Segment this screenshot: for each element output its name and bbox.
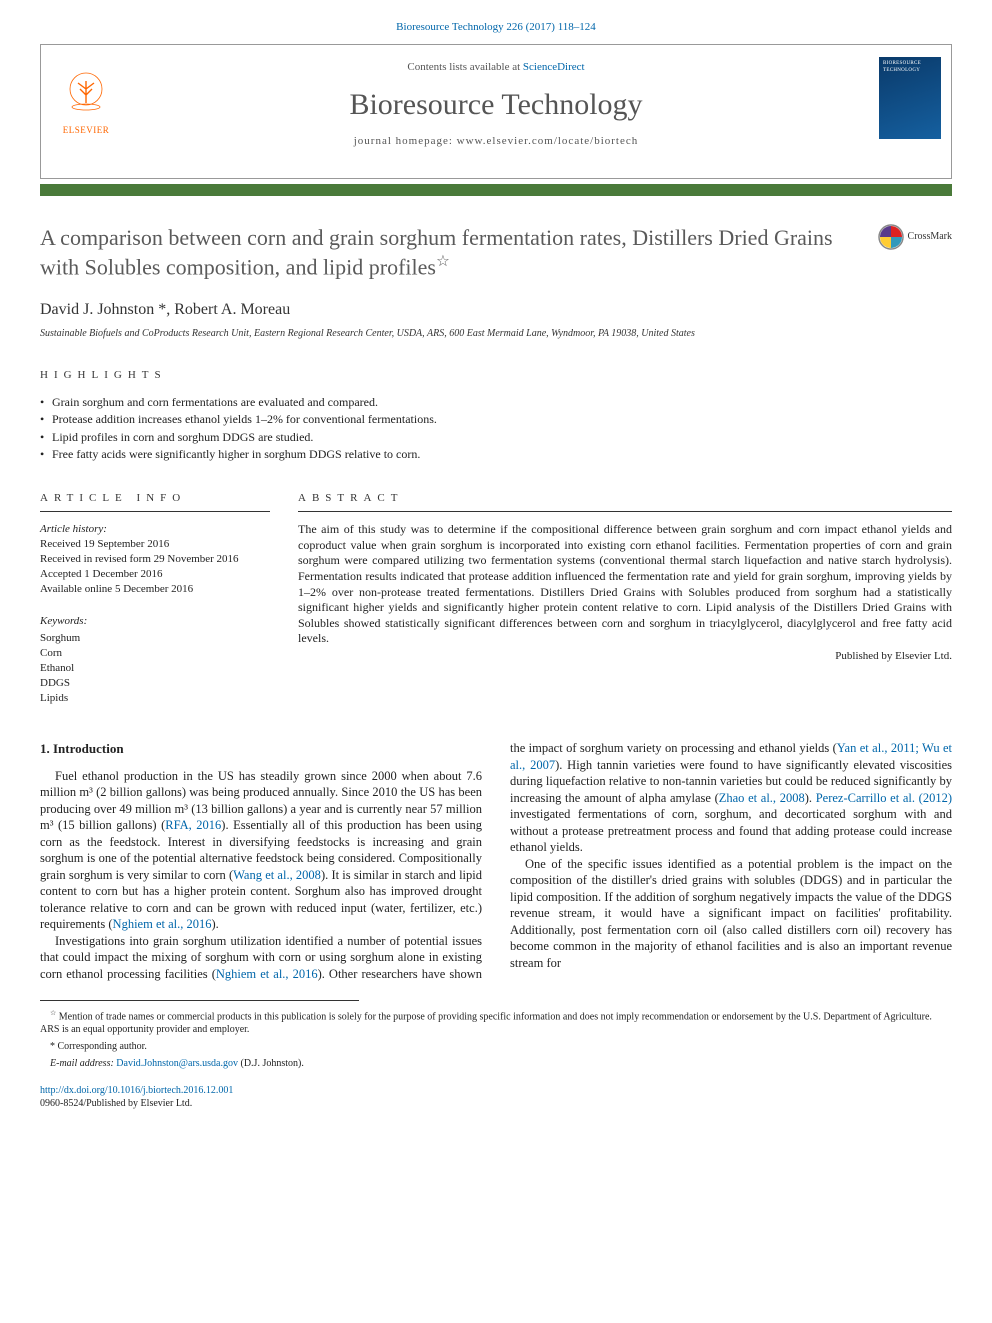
email-label: E-mail address: — [50, 1058, 116, 1069]
ref-link[interactable]: RFA, 2016 — [165, 818, 221, 832]
body-text: investigated fermentations of corn, sorg… — [510, 807, 952, 854]
article-info: ARTICLE INFO Article history: Received 1… — [40, 491, 270, 706]
article-history: Article history: Received 19 September 2… — [40, 522, 270, 596]
authors-line: David J. Johnston *, Robert A. Moreau — [40, 300, 952, 321]
body-text: ). — [805, 791, 816, 805]
footnote-text: Mention of trade names or commercial pro… — [40, 1011, 932, 1035]
history-label: Article history: — [40, 522, 270, 537]
affiliation-line: Sustainable Biofuels and CoProducts Rese… — [40, 327, 952, 340]
footnote-corresponding: * Corresponding author. — [40, 1040, 952, 1053]
contents-list-line: Contents lists available at ScienceDirec… — [131, 60, 861, 74]
body-two-column: 1. Introduction Fuel ethanol production … — [40, 740, 952, 982]
homepage-url[interactable]: www.elsevier.com/locate/biortech — [457, 135, 639, 147]
ref-link[interactable]: Zhao et al., 2008 — [719, 791, 805, 805]
highlight-item: Lipid profiles in corn and sorghum DDGS … — [40, 430, 952, 446]
ref-link[interactable]: Nghiem et al., 2016 — [216, 967, 318, 981]
sciencedirect-link[interactable]: ScienceDirect — [523, 61, 585, 73]
homepage-prefix: journal homepage: — [354, 135, 457, 147]
highlight-item: Protease addition increases ethanol yiel… — [40, 412, 952, 428]
body-text: One of the specific issues identified as… — [510, 857, 952, 970]
title-footnote-marker: ☆ — [436, 253, 450, 270]
footnote-email: E-mail address: David.Johnston@ars.usda.… — [40, 1057, 952, 1070]
crossmark-icon — [878, 224, 904, 250]
journal-header: ELSEVIER BIORESOURCE TECHNOLOGY Contents… — [40, 44, 952, 179]
article-title: A comparison between corn and grain sorg… — [40, 224, 952, 283]
ref-link[interactable]: Wang et al., 2008 — [233, 868, 321, 882]
elsevier-tree-icon — [58, 67, 114, 123]
section-1-title: 1. Introduction — [40, 740, 482, 757]
footnote-text: Corresponding author. — [55, 1041, 147, 1052]
highlight-item: Free fatty acids were significantly high… — [40, 447, 952, 463]
body-paragraph: Fuel ethanol production in the US has st… — [40, 768, 482, 933]
keyword-item: Ethanol — [40, 661, 270, 676]
history-item: Received in revised form 29 November 201… — [40, 552, 270, 567]
keyword-item: Sorghum — [40, 631, 270, 646]
citation-line: Bioresource Technology 226 (2017) 118–12… — [40, 20, 952, 34]
body-paragraph: One of the specific issues identified as… — [510, 856, 952, 972]
elsevier-logo[interactable]: ELSEVIER — [51, 67, 121, 137]
journal-homepage: journal homepage: www.elsevier.com/locat… — [131, 134, 861, 148]
journal-cover-thumbnail[interactable]: BIORESOURCE TECHNOLOGY — [879, 57, 941, 139]
elsevier-text: ELSEVIER — [51, 125, 121, 137]
doi-link[interactable]: http://dx.doi.org/10.1016/j.biortech.201… — [40, 1084, 952, 1097]
body-text: ). — [212, 917, 219, 931]
journal-name: Bioresource Technology — [131, 85, 861, 124]
abstract-block: ABSTRACT The aim of this study was to de… — [298, 491, 952, 706]
footnotes: ☆ Mention of trade names or commercial p… — [40, 1009, 952, 1070]
keyword-item: DDGS — [40, 676, 270, 691]
cover-title: BIORESOURCE TECHNOLOGY — [883, 61, 937, 74]
abstract-text: The aim of this study was to determine i… — [298, 522, 952, 647]
crossmark-badge[interactable]: CrossMark — [878, 224, 952, 250]
history-item: Accepted 1 December 2016 — [40, 567, 270, 582]
email-suffix: (D.J. Johnston). — [238, 1058, 304, 1069]
footnote-rule — [40, 1000, 359, 1001]
highlights-header: HIGHLIGHTS — [40, 368, 952, 382]
history-item: Received 19 September 2016 — [40, 537, 270, 552]
keyword-item: Corn — [40, 646, 270, 661]
ref-link[interactable]: Perez-Carrillo et al. (2012) — [816, 791, 952, 805]
history-item: Available online 5 December 2016 — [40, 582, 270, 597]
highlight-item: Grain sorghum and corn fermentations are… — [40, 395, 952, 411]
ref-link[interactable]: Nghiem et al., 2016 — [113, 917, 212, 931]
contents-prefix: Contents lists available at — [407, 61, 522, 73]
highlights-list: Grain sorghum and corn fermentations are… — [40, 395, 952, 463]
issn-line: 0960-8524/Published by Elsevier Ltd. — [40, 1097, 952, 1110]
email-link[interactable]: David.Johnston@ars.usda.gov — [116, 1058, 238, 1069]
footnote-disclaimer: ☆ Mention of trade names or commercial p… — [40, 1009, 952, 1036]
doi-block: http://dx.doi.org/10.1016/j.biortech.201… — [40, 1084, 952, 1110]
published-by-line: Published by Elsevier Ltd. — [298, 649, 952, 663]
article-info-header: ARTICLE INFO — [40, 491, 270, 512]
keyword-item: Lipids — [40, 691, 270, 706]
keywords-block: Keywords: Sorghum Corn Ethanol DDGS Lipi… — [40, 614, 270, 705]
accent-bar — [40, 184, 952, 196]
info-abstract-row: ARTICLE INFO Article history: Received 1… — [40, 491, 952, 706]
crossmark-label: CrossMark — [908, 230, 952, 243]
abstract-header: ABSTRACT — [298, 491, 952, 512]
highlights-section: HIGHLIGHTS Grain sorghum and corn fermen… — [40, 368, 952, 463]
keywords-label: Keywords: — [40, 614, 270, 629]
